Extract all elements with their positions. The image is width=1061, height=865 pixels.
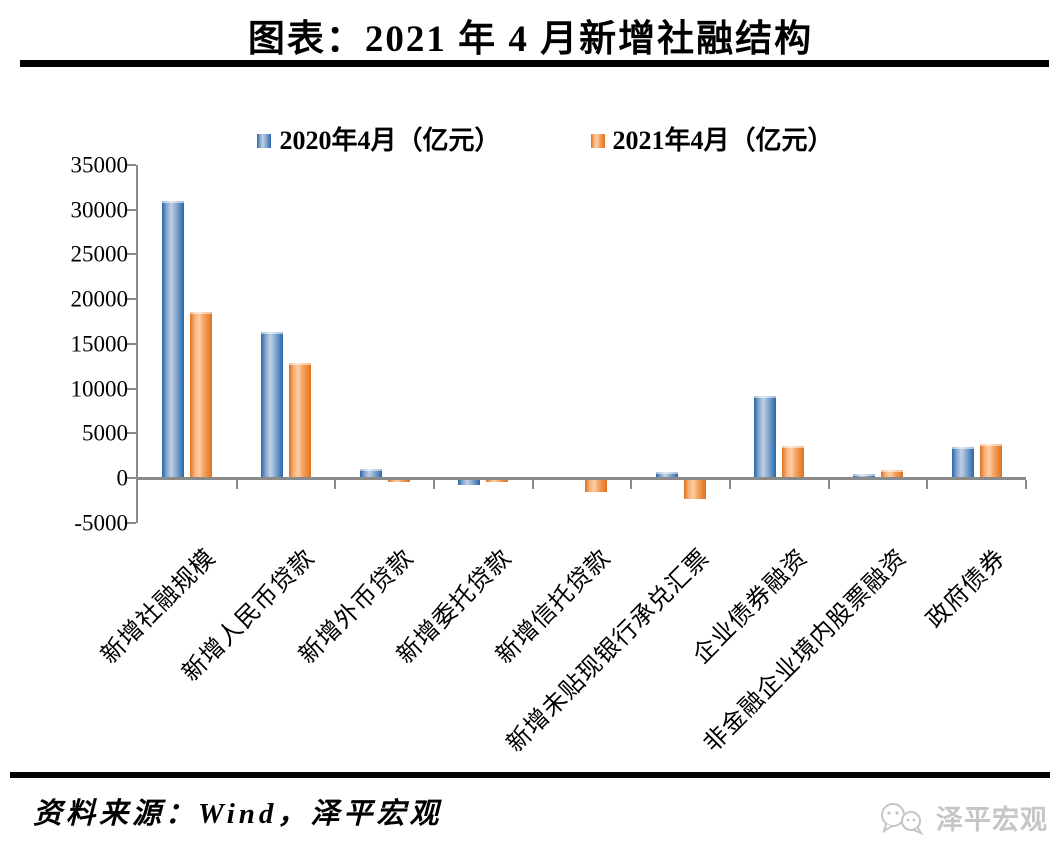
y-tick-mark <box>127 253 136 256</box>
chart-legend: 2020年4月（亿元） 2021年4月（亿元） <box>0 128 1061 154</box>
bar-series1-cat8 <box>853 474 875 477</box>
x-tick-mark <box>926 480 929 489</box>
y-tick-mark <box>127 342 136 345</box>
bar-series2-cat9 <box>979 443 1002 477</box>
x-tick-mark <box>531 480 534 489</box>
y-axis-tick-label: 20000 <box>70 286 129 312</box>
brand-watermark: 泽平宏观 <box>878 798 1048 837</box>
y-axis-tick-label: 10000 <box>70 376 129 402</box>
bar-series2-cat3 <box>387 480 410 483</box>
y-axis-tick-label: 30000 <box>70 197 129 223</box>
bar-series1-cat6 <box>655 471 678 477</box>
x-tick-mark <box>433 480 435 489</box>
y-tick-mark <box>127 477 136 479</box>
bar-series2-cat5 <box>585 480 607 492</box>
x-tick-mark <box>827 480 830 489</box>
bar-series2-cat4 <box>486 480 509 482</box>
bar-series1-cat7 <box>754 396 777 477</box>
bar-series2-cat6 <box>683 480 706 500</box>
y-axis-tick-label: 5000 <box>82 420 128 446</box>
bar-series2-cat8 <box>881 469 903 477</box>
y-axis-tick-label: 35000 <box>70 152 129 178</box>
legend-swatch-icon <box>257 134 272 148</box>
legend-item-2: 2021年4月（亿元） <box>590 126 834 155</box>
bar-series1-cat9 <box>951 446 974 477</box>
y-axis-tick-label: 0 <box>116 465 129 491</box>
bar-series2-cat7 <box>782 445 805 477</box>
chat-bubbles-logo-icon <box>881 802 924 835</box>
legend-swatch-icon <box>590 134 605 148</box>
source-note: 资料来源：Wind，泽平宏观 <box>33 798 443 830</box>
legend-label: 2021年4月（亿元） <box>612 126 834 155</box>
x-tick-mark <box>729 480 731 489</box>
y-tick-mark <box>127 208 136 211</box>
x-axis-label: 政府债券 <box>921 544 1011 634</box>
x-tick-mark <box>1025 480 1027 489</box>
chart-title: 图表：2021 年 4 月新增社融结构 <box>247 19 814 60</box>
x-tick-mark <box>334 480 337 489</box>
y-axis-tick-label: 15000 <box>70 331 129 357</box>
y-axis-line <box>136 165 138 523</box>
title-divider-rule <box>20 60 1049 67</box>
y-axis-tick-label: -5000 <box>74 510 128 536</box>
footer-divider-rule <box>10 772 1050 778</box>
bar-series1-cat3 <box>359 468 382 477</box>
x-axis-line <box>136 477 1026 480</box>
y-tick-mark <box>127 432 136 435</box>
bar-series1-cat4 <box>458 480 481 486</box>
y-tick-mark <box>127 298 136 301</box>
x-tick-mark <box>630 480 633 489</box>
bar-series2-cat2 <box>289 362 311 477</box>
bar-series1-cat2 <box>261 332 283 477</box>
legend-label: 2020年4月（亿元） <box>279 126 501 155</box>
x-tick-mark <box>235 480 238 489</box>
y-axis-tick-label: 25000 <box>70 241 129 267</box>
y-tick-mark <box>127 164 136 166</box>
watermark-text: 泽平宏观 <box>936 805 1048 835</box>
legend-item-1: 2020年4月（亿元） <box>257 126 501 155</box>
bar-series2-cat1 <box>190 311 213 477</box>
bar-series1-cat1 <box>162 200 185 477</box>
y-tick-mark <box>127 521 136 524</box>
y-tick-mark <box>127 387 136 390</box>
